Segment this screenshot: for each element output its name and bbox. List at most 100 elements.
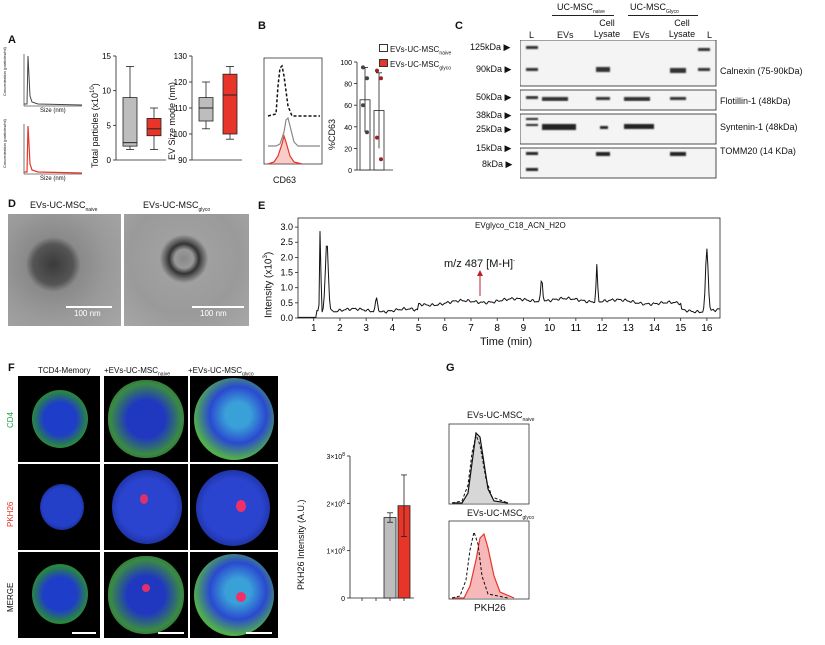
micro-merge-glyco [190, 552, 278, 638]
cd63-point-naive [365, 76, 369, 81]
chrom-xtick-label: 5 [416, 323, 422, 334]
col-header-naive: +EVs-UC-MSCnaive [104, 366, 170, 378]
chrom-ytick-label: 3.0 [280, 222, 293, 232]
panel-label-g: G [446, 362, 455, 374]
flow-xlabel: PKH26 [474, 603, 506, 614]
chromatogram-trace [298, 231, 720, 318]
cd63-histogram [263, 57, 323, 165]
total-particles-box-glyco [146, 118, 162, 137]
legend-swatch-naive [379, 44, 388, 52]
cd63-point-glyco [375, 68, 379, 73]
marker-15: 15kDa ▶ [476, 143, 512, 153]
col-header-glyco: +EVs-UC-MSCglyco [188, 366, 254, 378]
marker-25: 25kDa ▶ [476, 124, 512, 134]
cd63-tick-label: 0 [348, 168, 352, 175]
flow-title-glyco: EVs-UC-MSCglyco [467, 508, 535, 521]
cd63-point-glyco [375, 135, 379, 140]
lane-label-evs-glyco: EVs [633, 30, 650, 40]
pkh26-ylabel: PKH26 Intensity (A.U.) [296, 499, 306, 590]
lane-label-l2: L [707, 30, 713, 40]
micro-merge-naive [104, 552, 188, 638]
ev-size-tick-label: 130 [174, 52, 188, 61]
total-particles-tick-label: 5 [107, 121, 112, 130]
cd63-tick-label: 60 [344, 103, 352, 110]
blot-label-calnexin: Calnexin (75-90kDa) [720, 66, 803, 76]
chrom-xtick-label: 13 [623, 323, 635, 334]
panel-label-c: C [455, 20, 463, 32]
micro-pkh26-naive [104, 464, 188, 550]
micro-cd4-memory [18, 376, 100, 462]
ev-size-tick-label: 110 [174, 104, 187, 113]
western-blots [520, 40, 717, 179]
legend-swatch-glyco [379, 58, 388, 67]
marker-125: 125kDa ▶ [470, 42, 511, 52]
chrom-xtick-label: 6 [442, 323, 448, 334]
mini-ylabel-bottom: Concentration (particles/ml) [2, 119, 7, 168]
cd63-point-glyco [379, 157, 383, 162]
row-label-pkh26: PKH26 [6, 501, 15, 527]
nta-size-distribution-plots [23, 54, 83, 175]
cd63-point-glyco [379, 76, 383, 81]
ev-size-ylabel: EV Size mode (nm) [167, 81, 177, 160]
chrom-xtick-label: 4 [390, 323, 396, 334]
scale-text-glyco: 100 nm [200, 309, 227, 318]
micro-cd4-glyco [190, 376, 278, 462]
ev-size-tick-label: 100 [174, 130, 188, 139]
chrom-xtick-label: 3 [363, 323, 369, 334]
chrom-ytick-label: 0.0 [280, 313, 293, 323]
chrom-xtick-label: 12 [596, 323, 608, 334]
scale-text-naive: 100 nm [74, 309, 101, 318]
cd63-point-naive [361, 103, 365, 108]
total-particles-tick-label: 0 [107, 156, 112, 165]
ev-size-boxplot: 130 120 110 100 90 [174, 52, 242, 165]
pkh26-tick-label: 1×108 [326, 547, 345, 556]
cd63-ylabel: %CD63 [327, 118, 337, 150]
tem-image-naive: 100 nm [8, 214, 121, 326]
pkh26-tick-label: 2×108 [326, 499, 345, 508]
chrom-xtick-label: 2 [337, 323, 343, 334]
tem-image-glyco: 100 nm [124, 214, 249, 326]
scale-bar-glyco [192, 306, 244, 308]
flow-histogram-naive [448, 423, 530, 505]
blot-label-syntenin: Syntenin-1 (48kDa) [720, 122, 798, 132]
chrom-ytick-label: 1.5 [280, 268, 293, 278]
cd63-legend: EVs-UC-MSCnaive EVs-UC-MSCglyco [379, 44, 451, 73]
chrom-xtick-label: 8 [494, 323, 500, 334]
cd63-xlabel: CD63 [273, 175, 297, 185]
chrom-ytick-label: 1.0 [280, 283, 293, 293]
marker-50: 50kDa ▶ [476, 92, 512, 102]
marker-8: 8kDa ▶ [482, 159, 513, 169]
pkh26-bar-naive [383, 517, 397, 599]
chrom-xtick-label: 14 [649, 323, 661, 334]
micro-merge-memory [18, 552, 100, 638]
panel-label-f: F [8, 362, 15, 374]
ev-size-box-naive [198, 97, 214, 122]
chrom-xtick-label: 1 [311, 323, 317, 334]
mini-xlabel-top: Size (nm) [40, 108, 66, 114]
pkh26-tick-label: 0 [341, 596, 345, 603]
cd63-bar-chart: 100 80 60 40 20 0 [340, 60, 393, 175]
pkh26-bar-chart: 3×108 2×108 1×108 0 [326, 452, 414, 603]
tem-title-glyco: EVs-UC-MSCglyco [143, 200, 211, 213]
lane-label-lysate-naive: Cell Lysate [593, 18, 621, 39]
chrom-xtick-label: 15 [675, 323, 687, 334]
chromatogram-xlabel: Time (min) [480, 336, 533, 348]
row-label-cd4: CD4 [6, 411, 15, 428]
total-particles-tick-label: 15 [102, 52, 111, 61]
chrom-ytick-label: 2.0 [280, 252, 293, 262]
panel-label-e: E [258, 200, 266, 212]
pkh26-tick-label: 3×108 [326, 452, 345, 461]
scale-bar-naive [66, 306, 112, 308]
marker-90: 90kDa ▶ [476, 64, 512, 74]
cd63-tick-label: 100 [340, 60, 352, 67]
flow-histogram-glyco [448, 520, 530, 600]
chrom-xtick-label: 10 [544, 323, 556, 334]
wb-header-glyco-line [628, 15, 698, 16]
chrom-xtick-label: 9 [521, 323, 527, 334]
blot-label-tomm20: TOMM20 (14 KDa) [720, 146, 796, 156]
chrom-ytick-label: 0.5 [280, 298, 293, 308]
wb-header-naive: UC-MSCnaive [557, 2, 605, 15]
micro-cd4-naive [104, 376, 188, 462]
chromatogram-title: EVglyco_C18_ACN_H2O [475, 221, 566, 230]
cd63-tick-label: 80 [344, 82, 352, 89]
